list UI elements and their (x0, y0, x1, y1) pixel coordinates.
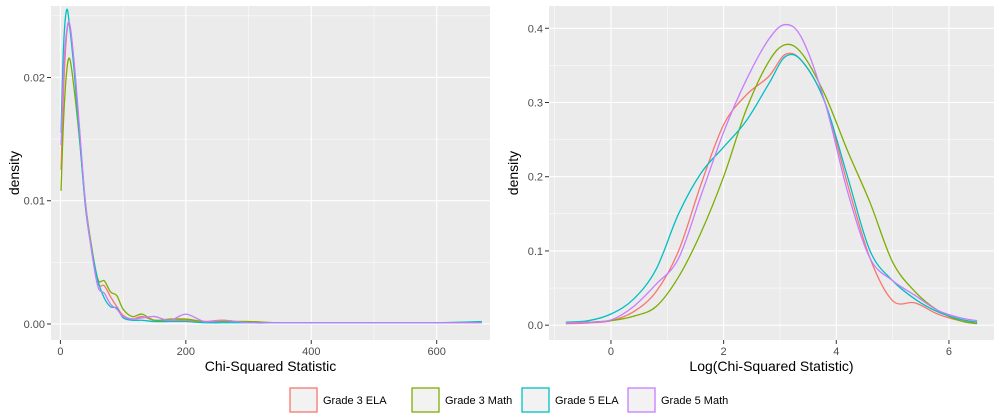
legend-key-grade-3-math (411, 387, 440, 413)
left-y-tick-label: 0.02 (24, 72, 45, 84)
left-x-tick-label: 600 (428, 346, 446, 358)
left-series-grade-5-math (60, 21, 482, 324)
legend-key-grade-3-ela (289, 387, 318, 413)
left-x-tick-label: 0 (57, 346, 63, 358)
legend: Grade 3 ELA Grade 3 Math Grade 5 ELA Grade … (289, 387, 728, 413)
left-panel-background (51, 6, 490, 340)
right-panel-background (549, 6, 994, 340)
right-series-grade-3-ela (565, 52, 978, 325)
right-x-axis-title: Log(Chi-Squared Statistic) (689, 358, 853, 374)
right-y-axis-title: density (505, 151, 521, 195)
right-x-tick-label: 6 (946, 346, 952, 358)
left-y-tick-label: 0.01 (24, 196, 45, 208)
right-y-tick-label: 0.2 (528, 172, 543, 184)
left-x-tick-label: 400 (302, 346, 320, 358)
legend-label-grade-3-ela: Grade 3 ELA (323, 395, 387, 407)
right-x-tick-label: 0 (608, 346, 614, 358)
left-x-tick-label: 200 (177, 346, 195, 358)
legend-label-grade-5-math: Grade 5 Math (661, 395, 728, 407)
left-y-axis-title: density (6, 151, 22, 195)
right-series-grade-5-math (565, 23, 978, 324)
legend-key-grade-5-ela (521, 387, 550, 413)
left-x-axis-title: Chi-Squared Statistic (205, 358, 337, 374)
legend-label-grade-5-ela: Grade 5 ELA (555, 395, 619, 407)
legend-key-grade-5-math (627, 387, 656, 413)
right-y-tick-label: 0.0 (528, 320, 543, 332)
log-chi-squared-density-plot: 0 2 4 6 0.0 0.1 0.2 0.3 0.4 Log(Chi-Squared Stati… (505, 6, 994, 374)
right-series-grade-3-math (565, 43, 978, 325)
chi-squared-density-plot: 0 200 400 600 0.00 0.01 0.02 Chi-Squared Statis… (6, 6, 490, 374)
right-x-tick-label: 2 (721, 346, 727, 358)
right-y-tick-label: 0.3 (528, 97, 543, 109)
left-y-tick-label: 0.00 (24, 319, 45, 331)
legend-label-grade-3-math: Grade 3 Math (445, 395, 512, 407)
right-series-grade-5-ela (565, 53, 978, 323)
right-x-tick-label: 4 (833, 346, 839, 358)
right-y-tick-label: 0.1 (528, 246, 543, 258)
right-y-tick-label: 0.4 (528, 23, 543, 35)
